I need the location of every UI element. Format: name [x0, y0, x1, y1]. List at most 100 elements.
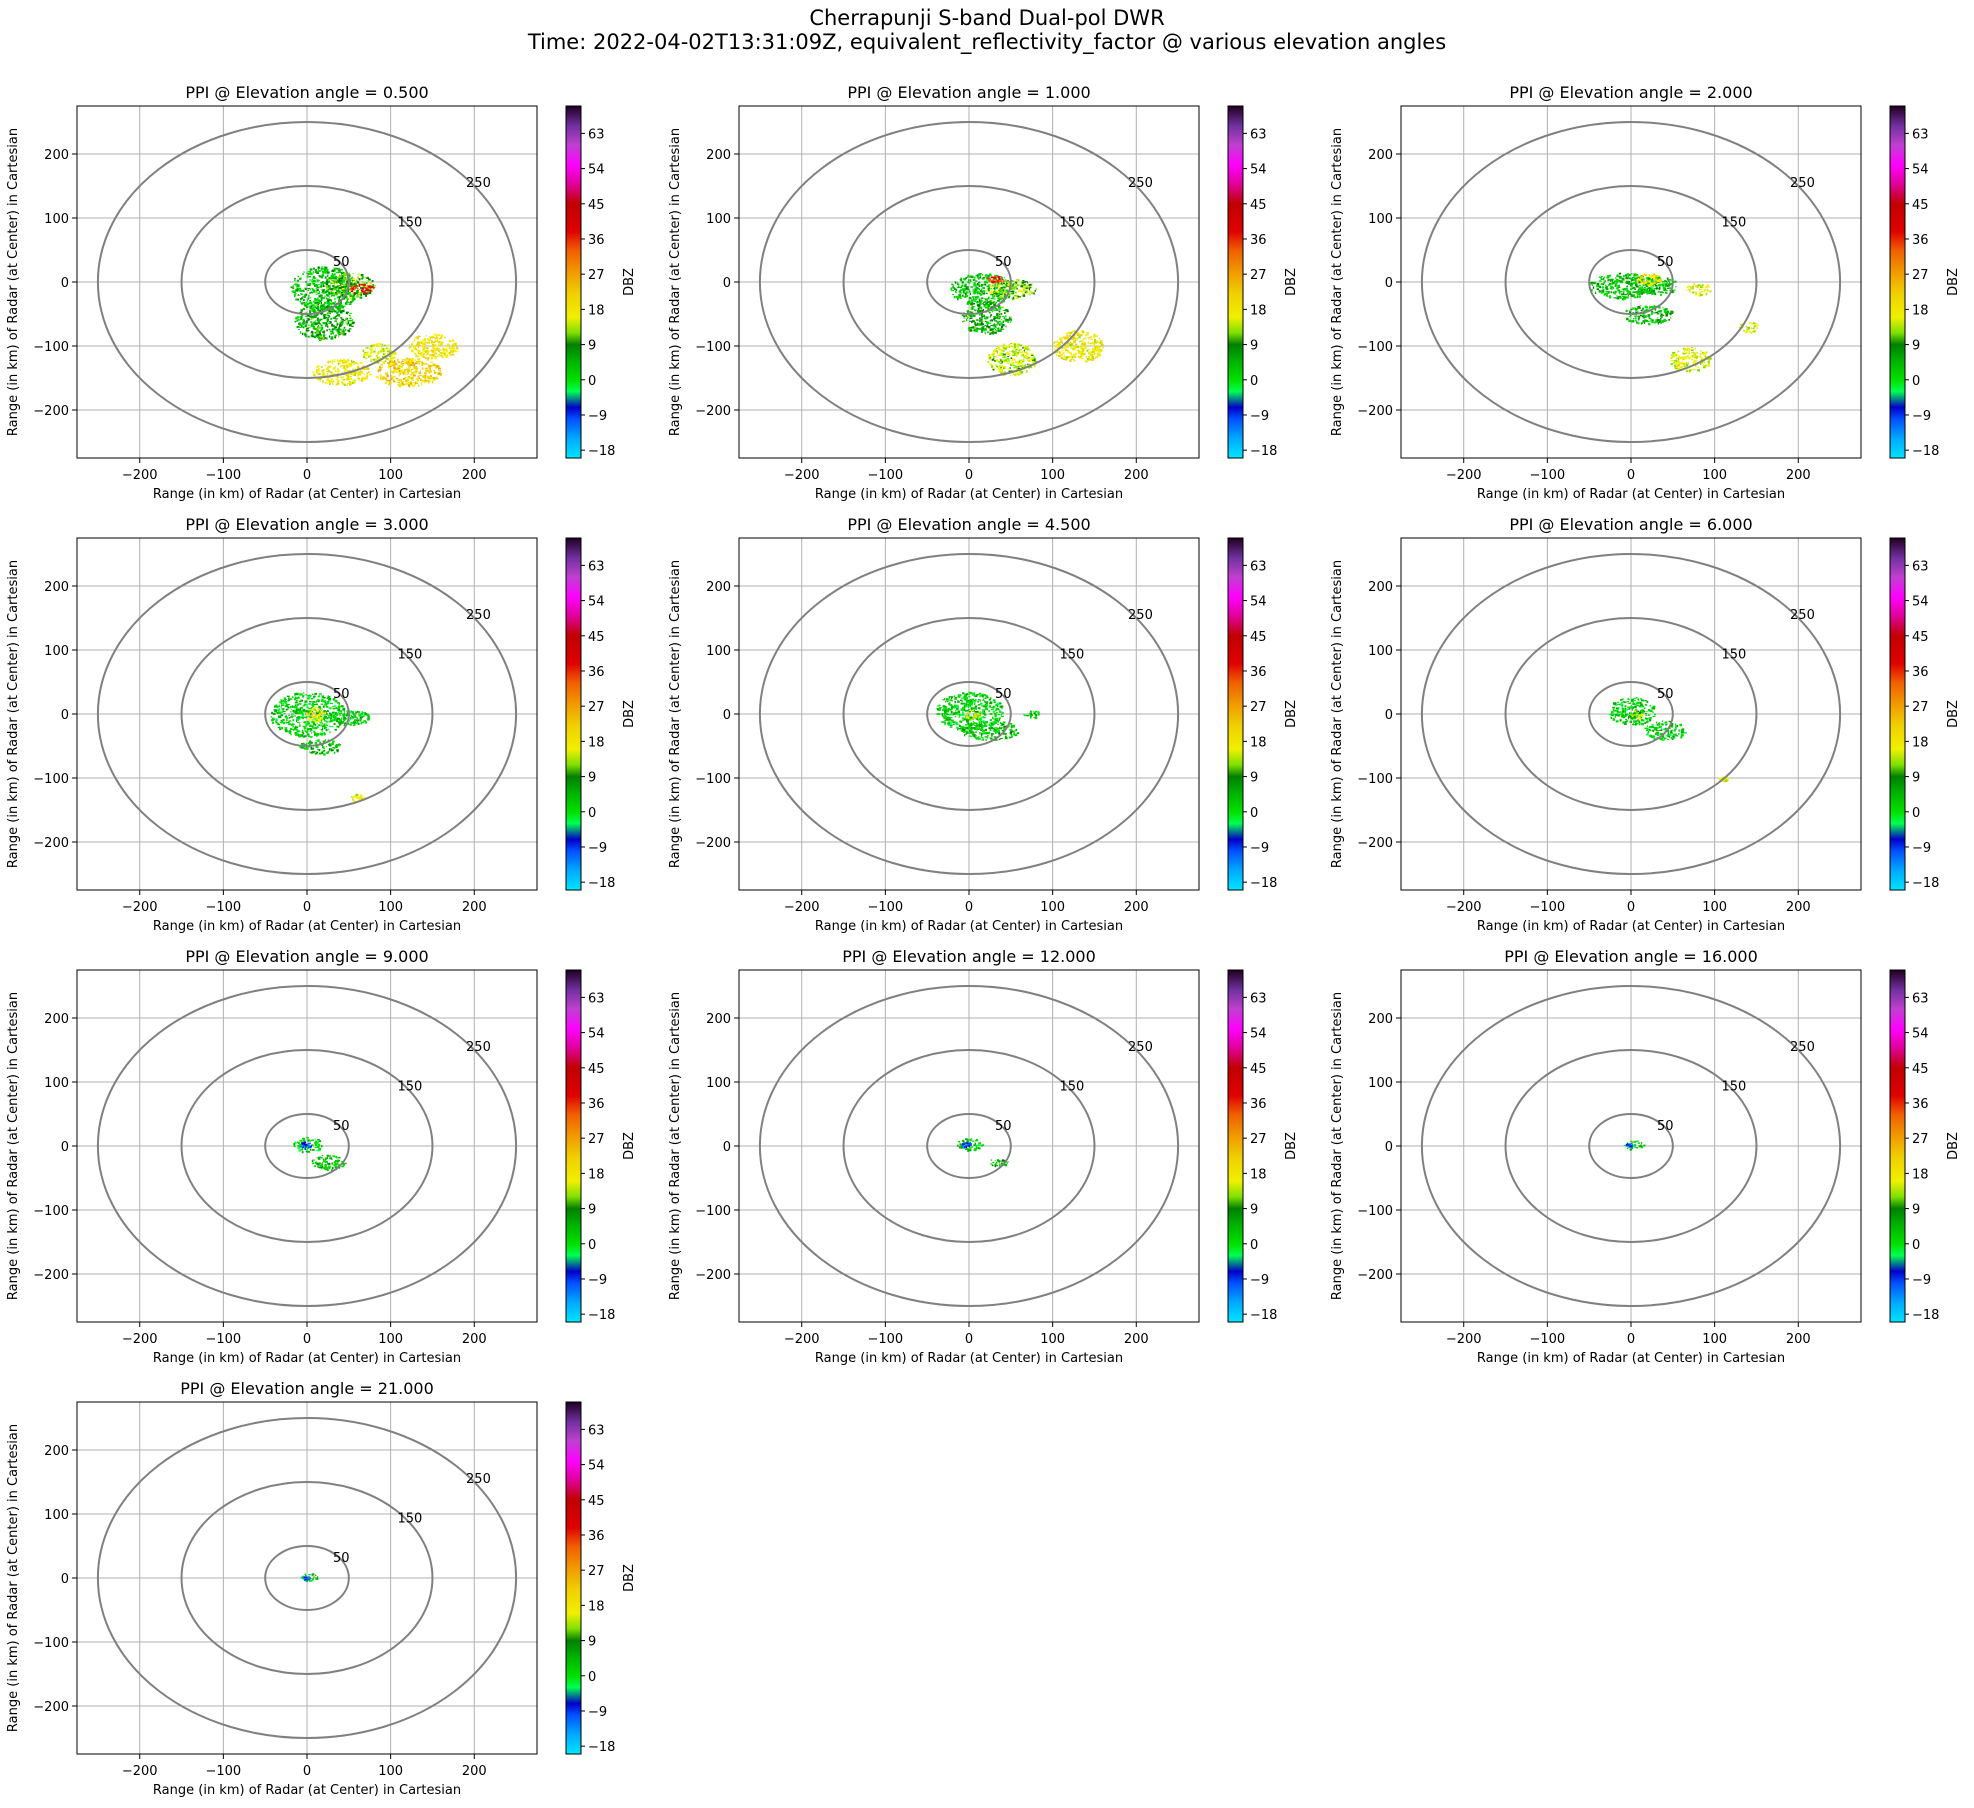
echo-pixel [992, 285, 995, 287]
echo-pixel [372, 280, 374, 282]
echo-pixel [1058, 355, 1061, 357]
echo-pixel [299, 703, 302, 704]
echo-pixel [411, 350, 413, 352]
echo-pixel [338, 709, 340, 711]
echo-pixel [1000, 294, 1001, 295]
echo-pixel [316, 294, 318, 295]
echo-pixel [1079, 334, 1082, 336]
echo-pixel [353, 273, 354, 274]
echo-pixel [329, 381, 332, 382]
echo-pixel [1645, 309, 1648, 311]
colorbar-tick-label: 63 [588, 127, 605, 142]
echo-pixel [1709, 291, 1711, 293]
echo-pixel [308, 336, 310, 338]
echo-pixel [335, 276, 338, 278]
echo-pixel [439, 338, 440, 340]
echo-pixel [326, 303, 327, 304]
echo-pixel [1079, 357, 1082, 358]
echo-pixel [1658, 292, 1661, 293]
echo-pixel [401, 364, 403, 365]
echo-pixel [298, 734, 299, 736]
echo-pixel [330, 703, 333, 704]
echo-pixel [426, 368, 428, 369]
echo-pixel [1014, 295, 1017, 297]
echo-pixel [995, 349, 996, 351]
echo-pixel [389, 380, 391, 382]
echo-pixel [979, 289, 980, 290]
echo-pixel [400, 373, 401, 375]
echo-pixel [321, 704, 324, 705]
echo-pixel [1661, 283, 1664, 285]
echo-pixel [434, 335, 436, 336]
echo-pixel [292, 290, 295, 292]
echo-pixel [421, 384, 422, 386]
echo-pixel [1704, 362, 1705, 364]
echo-pixel [1069, 344, 1072, 346]
echo-pixel [1638, 319, 1640, 321]
echo-pixel [418, 375, 420, 377]
echo-pixel [302, 290, 304, 292]
echo-pixel [328, 303, 330, 305]
echo-pixel [1071, 356, 1073, 357]
echo-pixel [311, 714, 312, 715]
echo-pixel [1094, 345, 1095, 346]
x-tick-label: 200 [1124, 468, 1149, 483]
echo-pixel [415, 360, 416, 361]
echo-pixel [1000, 352, 1002, 354]
echo-pixel [339, 724, 341, 726]
echo-pixel [318, 373, 321, 375]
echo-pixel [965, 293, 966, 295]
echo-pixel [1659, 279, 1662, 281]
echo-pixel [1011, 345, 1014, 347]
echo-pixel [321, 720, 322, 722]
echo-pixel [1656, 288, 1659, 289]
echo-pixel [1013, 354, 1015, 355]
echo-pixel [1629, 281, 1631, 283]
echo-pixel [435, 377, 436, 379]
echo-pixel [1697, 287, 1699, 288]
echo-pixel [340, 307, 343, 309]
echo-pixel [321, 734, 322, 736]
echo-pixel [306, 714, 308, 716]
echo-pixel [1056, 341, 1057, 342]
echo-pixel [1090, 336, 1093, 337]
echo-pixel [305, 694, 307, 695]
echo-pixel [1620, 297, 1622, 299]
echo-pixel [292, 726, 294, 727]
echo-pixel [1008, 296, 1010, 298]
echo-pixel [1757, 327, 1758, 329]
echo-pixel [964, 318, 966, 319]
echo-pixel [330, 377, 331, 378]
echo-pixel [454, 345, 456, 347]
echo-pixel [419, 378, 421, 379]
echo-pixel [314, 336, 316, 338]
echo-pixel [1655, 285, 1658, 286]
echo-pixel [1091, 345, 1092, 346]
echo-pixel [320, 285, 322, 288]
echo-pixel [434, 337, 435, 338]
echo-pixel [1008, 346, 1010, 348]
echo-pixel [1614, 293, 1616, 295]
echo-pixel [311, 711, 313, 713]
x-axis-label: Range (in km) of Radar (at Center) in Ca… [815, 487, 1123, 502]
echo-pixel [1705, 352, 1707, 354]
echo-pixel [1059, 338, 1062, 341]
echo-pixel [401, 380, 403, 382]
echo-pixel [328, 729, 329, 731]
echo-pixel [1694, 348, 1696, 350]
echo-pixel [973, 290, 975, 292]
echo-pixel [1604, 277, 1606, 278]
echo-pixel [991, 289, 993, 290]
echo-pixel [1095, 357, 1098, 358]
echo-pixel [352, 298, 354, 300]
echo-pixel [1085, 356, 1087, 358]
echo-pixel [447, 354, 448, 355]
echo-pixel [330, 288, 333, 290]
echo-pixel [1091, 359, 1093, 361]
echo-pixel [1665, 284, 1668, 287]
echo-pixel [336, 277, 338, 278]
echo-pixel [299, 295, 300, 296]
colorbar-label: DBZ [1946, 268, 1961, 296]
echo-pixel [391, 377, 393, 379]
echo-pixel [1002, 361, 1003, 363]
